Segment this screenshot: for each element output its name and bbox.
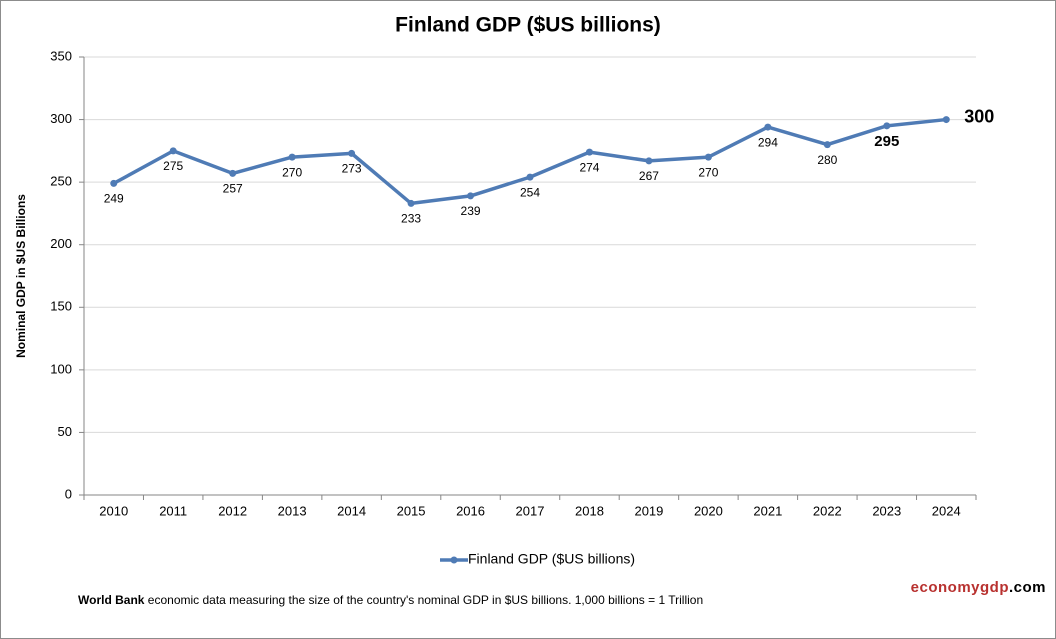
brand: economygdp.com [911, 579, 1046, 596]
data-label: 295 [874, 133, 899, 150]
brand-name: economygdp [911, 579, 1009, 596]
data-label: 249 [104, 192, 124, 206]
data-point [169, 147, 177, 155]
x-tick-label: 2019 [634, 503, 663, 518]
data-label: 254 [520, 185, 540, 199]
data-point [229, 169, 237, 177]
data-label: 257 [223, 182, 243, 196]
data-label: 270 [698, 165, 718, 179]
x-tick-label: 2022 [813, 503, 842, 518]
data-label: 267 [639, 169, 659, 183]
x-tick-label: 2020 [694, 503, 723, 518]
chart-title: Finland GDP ($US billions) [395, 14, 661, 37]
data-point [704, 153, 712, 161]
y-tick-label: 250 [50, 174, 72, 189]
data-label: 233 [401, 212, 421, 226]
y-tick-label: 50 [58, 424, 72, 439]
data-point [110, 179, 118, 187]
data-point [348, 149, 356, 157]
data-point [585, 148, 593, 156]
legend-marker [450, 556, 458, 564]
y-tick-label: 0 [65, 486, 72, 501]
y-tick-label: 300 [50, 111, 72, 126]
y-tick-label: 200 [50, 236, 72, 251]
x-tick-label: 2018 [575, 503, 604, 518]
data-label: 274 [579, 160, 599, 174]
x-tick-label: 2010 [99, 503, 128, 518]
data-point [883, 122, 891, 130]
data-label: 294 [758, 135, 778, 149]
x-tick-label: 2023 [872, 503, 901, 518]
x-tick-label: 2021 [753, 503, 782, 518]
x-tick-label: 2011 [159, 503, 187, 518]
data-point [467, 192, 475, 200]
y-axis-label: Nominal GDP in $US Billions [14, 194, 28, 358]
data-point [526, 173, 534, 181]
data-label: 300 [964, 106, 994, 126]
data-label: 280 [817, 153, 837, 167]
data-label: 270 [282, 165, 302, 179]
x-tick-label: 2012 [218, 503, 247, 518]
source-text: economic data measuring the size of the … [148, 593, 703, 607]
x-tick-label: 2017 [516, 503, 545, 518]
data-point [407, 199, 415, 207]
brand-suffix: .com [1009, 579, 1046, 596]
data-label: 275 [163, 159, 183, 173]
y-tick-label: 100 [50, 361, 72, 376]
legend-label: Finland GDP ($US billions) [468, 551, 635, 567]
x-tick-label: 2013 [278, 503, 307, 518]
data-point [288, 153, 296, 161]
data-point [823, 141, 831, 149]
data-point [645, 157, 653, 165]
data-point [942, 116, 950, 124]
data-point [764, 123, 772, 131]
x-tick-label: 2014 [337, 503, 366, 518]
data-label: 273 [342, 162, 362, 176]
y-tick-label: 150 [50, 299, 72, 314]
source-bold: World Bank [78, 593, 145, 607]
y-tick-label: 350 [50, 48, 72, 63]
x-tick-label: 2015 [397, 503, 426, 518]
x-tick-label: 2024 [932, 503, 961, 518]
data-label: 239 [461, 204, 481, 218]
source-note: World Bank economic data measuring the s… [78, 593, 703, 607]
x-tick-label: 2016 [456, 503, 485, 518]
